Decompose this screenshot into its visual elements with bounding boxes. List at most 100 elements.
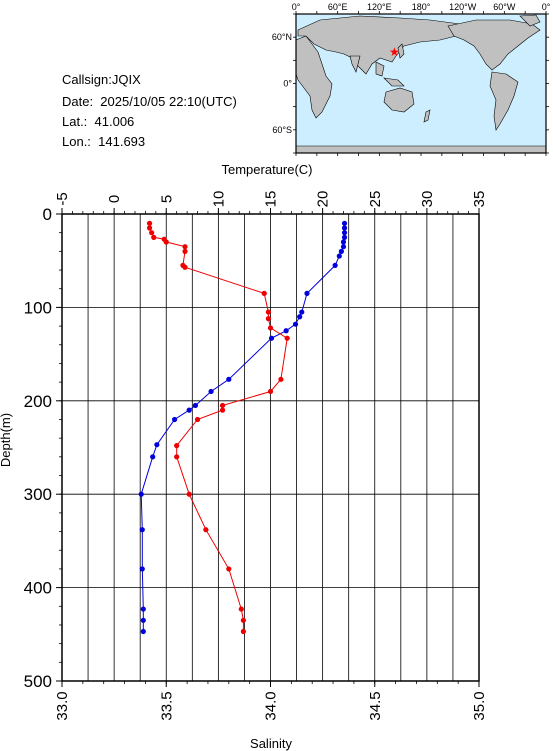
temperature-tick-label: 0 (106, 195, 123, 203)
temperature-profile-line (140, 223, 345, 632)
temperature-tick-label: 25 (367, 191, 384, 208)
depth-tick-label: 400 (24, 579, 52, 598)
map-lon-label: 120°E (367, 2, 392, 12)
salinity-data-point (265, 316, 272, 322)
salinity-tick-label: 33.0 (54, 691, 71, 720)
temperature-data-point (171, 416, 178, 423)
salinity-data-point (267, 388, 274, 395)
salinity-data-point (284, 335, 290, 341)
date-label: Date: 2025/10/05 22:10(UTC) (62, 94, 237, 109)
temperature-data-point (297, 314, 303, 320)
temperature-data-point (140, 628, 146, 635)
salinity-tick-label: 35.0 (471, 691, 488, 720)
map-lon-label: 0° (542, 2, 551, 12)
temperature-data-point (341, 225, 348, 231)
temperature-data-point (304, 290, 310, 296)
salinity-data-point (186, 491, 192, 497)
salinity-data-point (194, 416, 201, 423)
station-marker-star-icon: ★ (389, 45, 400, 59)
salinity-data-point (146, 225, 153, 231)
temperature-data-point (140, 606, 146, 612)
temperature-data-point (140, 617, 146, 623)
depth-axis-label: Depth(m) (0, 413, 13, 467)
salinity-data-point (219, 402, 226, 409)
temperature-tick-label: 20 (315, 191, 332, 208)
salinity-data-point (182, 248, 188, 254)
salinity-data-point (174, 454, 180, 460)
salinity-data-point (278, 376, 284, 382)
salinity-data-point (261, 290, 267, 296)
temperature-data-point (208, 388, 214, 395)
map-lon-label: 60°W (493, 2, 516, 12)
salinity-data-point (174, 443, 180, 449)
lon-label: Lon.: 141.693 (62, 134, 146, 149)
temperature-data-point (139, 527, 145, 533)
depth-tick-label: 100 (24, 298, 52, 317)
temperature-tick-label: 10 (210, 191, 227, 208)
temperature-data-point (340, 244, 347, 250)
salinity-tick-label: 34.0 (263, 691, 280, 720)
chart-grid (61, 213, 480, 682)
salinity-data-point (226, 566, 232, 572)
temperature-data-point (154, 442, 160, 448)
temperature-tick-label: -5 (54, 192, 71, 205)
temperature-data-point (138, 491, 144, 497)
salinity-data-point (163, 239, 169, 245)
salinity-data-point (267, 325, 274, 331)
world-map: 0° 60°E 120°E 180° 120°W 60°W 0° 60°N 0° 60°S ★ (272, 2, 551, 156)
salinity-data-point (151, 234, 157, 240)
map-lat-label: 0° (283, 79, 292, 89)
map-lat-label: 60°N (272, 32, 292, 42)
salinity-data-point (240, 628, 246, 635)
temperature-data-point (226, 376, 232, 382)
salinity-data-point (146, 220, 153, 226)
map-lon-label: 120°W (449, 2, 477, 12)
temperature-data-point (139, 566, 145, 572)
temperature-data-point (150, 454, 156, 460)
salinity-data-point (182, 264, 188, 270)
temperature-data-point (186, 407, 192, 413)
salinity-data-point (219, 407, 226, 413)
map-lat-labels: 60°N 0° 60°S (272, 32, 293, 135)
temperature-data-point (341, 230, 348, 236)
depth-tick-label: 500 (24, 672, 52, 691)
map-top-labels: 0° 60°E 120°E 180° 120°W 60°W 0° (292, 2, 551, 12)
map-lon-label: 60°E (328, 2, 348, 12)
salinity-tick-label: 33.5 (158, 691, 175, 720)
temperature-data-point (292, 321, 299, 327)
temperature-tick-label: 35 (471, 191, 488, 208)
temperature-tick-label: 30 (419, 191, 436, 208)
salinity-data-point (203, 527, 209, 533)
temperature-data-point (336, 253, 342, 259)
temperature-axis-label: Temperature(C) (221, 162, 312, 177)
map-lon-label: 0° (292, 2, 301, 12)
salinity-axis-label: Salinity (250, 736, 292, 751)
salinity-tick-label: 34.5 (367, 691, 384, 720)
temperature-data-point (283, 328, 289, 334)
map-lon-label: 180° (412, 2, 431, 12)
callsign-label: Callsign:JQIX (62, 72, 141, 87)
map-land (295, 14, 547, 154)
temperature-data-point (192, 402, 199, 409)
map-ticks (293, 11, 549, 156)
temperature-tick-label: 5 (158, 195, 175, 203)
temperature-data-point (341, 234, 348, 240)
salinity-data-point (265, 309, 272, 315)
salinity-data-point (182, 244, 188, 250)
salinity-data-point (149, 230, 155, 236)
temperature-data-point (299, 309, 305, 315)
temperature-data-point (332, 262, 338, 268)
depth-tick-label: 300 (24, 485, 52, 504)
temperature-data-point (338, 248, 344, 254)
temperature-tick-label: 15 (263, 191, 280, 208)
temperature-data-point (341, 220, 348, 226)
depth-tick-label: 200 (24, 392, 52, 411)
chart-series (138, 220, 348, 635)
salinity-data-point (238, 606, 244, 612)
salinity-data-point (240, 617, 246, 623)
depth-tick-label: 0 (43, 205, 52, 224)
temperature-data-point (340, 239, 347, 245)
